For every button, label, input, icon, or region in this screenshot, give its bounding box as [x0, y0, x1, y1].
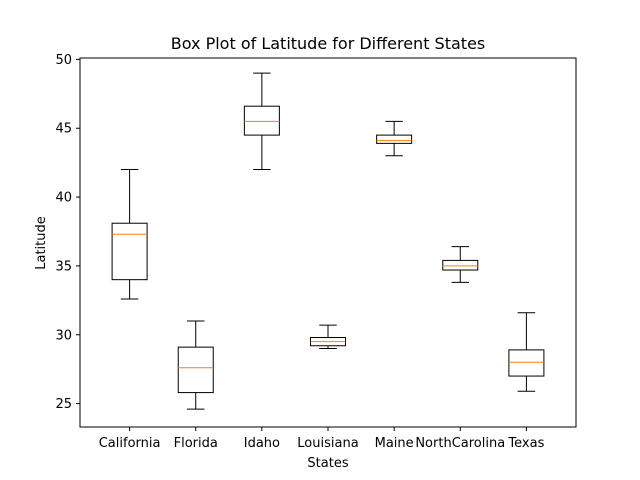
y-axis-ticks: 25 30 35 40 45 50 — [55, 53, 80, 412]
y-tick-label: 45 — [55, 122, 72, 137]
x-tick-label-maine: Maine — [375, 436, 414, 451]
iqr-box — [111, 222, 148, 281]
y-tick-label: 40 — [55, 191, 72, 206]
plot-frame — [79, 57, 577, 428]
y-axis-label: Latitude — [34, 216, 49, 270]
iqr-box — [376, 134, 413, 144]
box-maine — [376, 120, 413, 157]
x-tick-label-texas: Texas — [507, 436, 544, 451]
box-group — [111, 72, 545, 410]
iqr-box — [177, 346, 214, 394]
box-texas — [508, 312, 545, 392]
box-northcarolina — [442, 246, 479, 283]
box-louisiana — [310, 324, 346, 350]
x-axis-ticks: California Florida Idaho Louisiana Maine Nort… — [99, 427, 545, 451]
chart-title: Box Plot of Latitude for Different State… — [171, 34, 486, 53]
iqr-box — [243, 105, 280, 136]
box-california — [111, 169, 148, 300]
x-tick-label-northcarolina: NorthCarolina — [415, 436, 505, 451]
x-tick-label-florida: Florida — [174, 436, 218, 451]
iqr-box — [508, 349, 545, 377]
y-tick-label: 35 — [55, 259, 72, 274]
y-tick-label: 25 — [55, 397, 72, 412]
y-tick-label: 50 — [55, 53, 72, 68]
box-idaho — [243, 72, 280, 171]
x-tick-label-idaho: Idaho — [244, 436, 280, 451]
box-florida — [177, 320, 214, 410]
x-axis-label: States — [307, 456, 348, 471]
iqr-box — [442, 259, 479, 271]
x-tick-label-louisiana: Louisiana — [297, 436, 358, 451]
x-tick-label-california: California — [99, 436, 161, 451]
y-tick-label: 30 — [55, 328, 72, 343]
